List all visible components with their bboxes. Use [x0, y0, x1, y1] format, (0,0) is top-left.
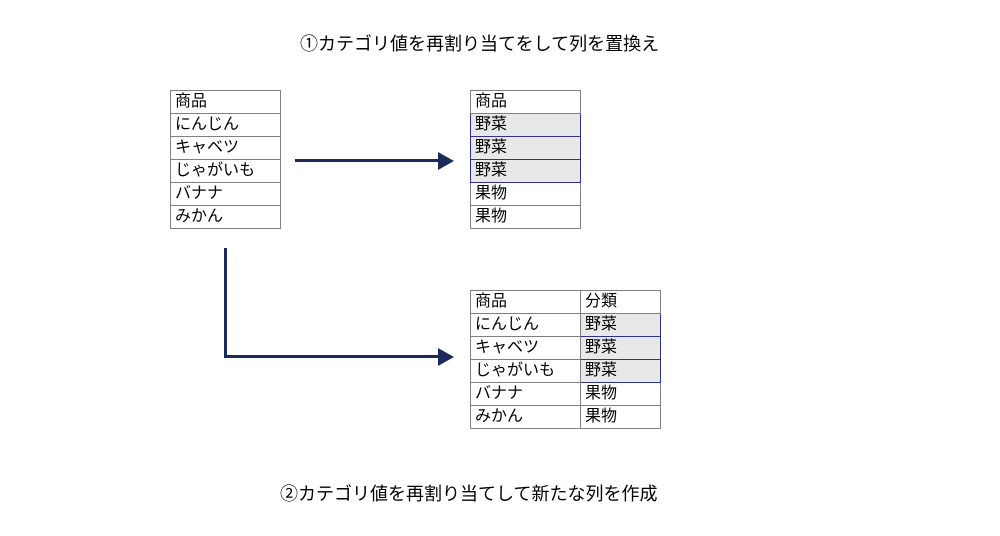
table-cell: にんじん: [171, 114, 281, 137]
table-cell: 野菜: [581, 360, 661, 383]
table-cell: キャベツ: [171, 137, 281, 160]
table-added: 商品 分類 にんじん 野菜 キャベツ 野菜 じゃがいも 野菜 バナナ 果物 みか…: [470, 290, 661, 429]
table-cell: じゃがいも: [471, 360, 581, 383]
table-cell: 果物: [581, 406, 661, 429]
caption-bottom: ②カテゴリ値を再割り当てして新たな列を作成: [280, 480, 657, 506]
table-cell: 果物: [471, 206, 581, 229]
table-cell: 野菜: [471, 114, 581, 137]
table-cell: みかん: [171, 206, 281, 229]
table-cell: みかん: [471, 406, 581, 429]
table-cell: バナナ: [471, 383, 581, 406]
table-cell: 野菜: [581, 314, 661, 337]
table-cell: キャベツ: [471, 337, 581, 360]
table-cell: じゃがいも: [171, 160, 281, 183]
table-cell: 野菜: [471, 137, 581, 160]
table-header-cell: 商品: [171, 91, 281, 114]
table-cell: 野菜: [581, 337, 661, 360]
table-cell: 果物: [471, 183, 581, 206]
arrow-line: [295, 159, 440, 162]
arrow-line: [224, 355, 440, 358]
arrow-head-icon: [438, 152, 454, 170]
table-cell: バナナ: [171, 183, 281, 206]
caption-top: ①カテゴリ値を再割り当てをして列を置換え: [300, 30, 659, 56]
table-cell: にんじん: [471, 314, 581, 337]
table-replaced: 商品 野菜 野菜 野菜 果物 果物: [470, 90, 581, 229]
table-source: 商品 にんじん キャベツ じゃがいも バナナ みかん: [170, 90, 281, 229]
table-cell: 果物: [581, 383, 661, 406]
arrow-line: [224, 248, 227, 358]
table-header-cell: 分類: [581, 291, 661, 314]
arrow-head-icon: [438, 348, 454, 366]
table-header-cell: 商品: [471, 91, 581, 114]
table-cell: 野菜: [471, 160, 581, 183]
table-header-cell: 商品: [471, 291, 581, 314]
